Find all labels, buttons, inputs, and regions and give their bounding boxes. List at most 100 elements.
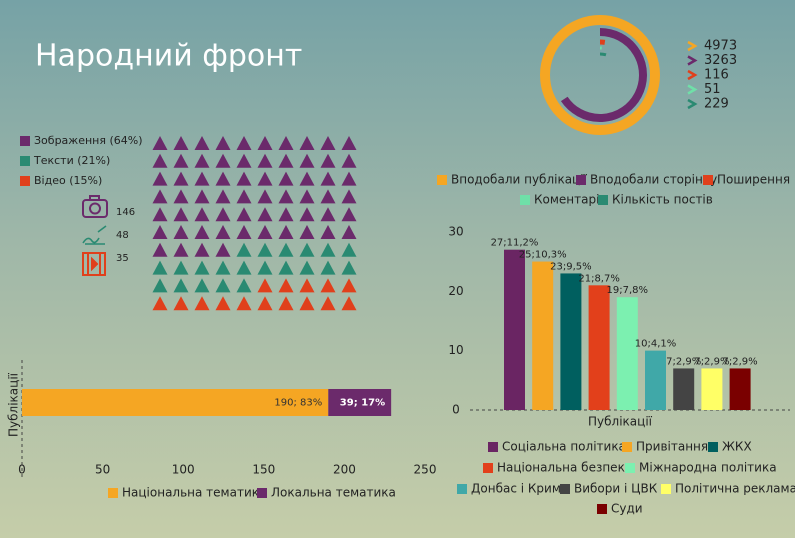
bar-segment	[22, 389, 329, 416]
waffle-cell	[278, 207, 294, 222]
waffle-cell	[341, 278, 357, 293]
value-label: 7;2,9%	[666, 356, 701, 367]
waffle-cell	[299, 136, 315, 150]
legend-label: Суди	[611, 502, 643, 516]
ring-arc	[560, 28, 647, 122]
value-label: 229	[704, 97, 729, 112]
waffle-cell	[173, 225, 189, 239]
waffle-cell	[194, 260, 210, 275]
waffle-cell	[257, 242, 273, 257]
legend-label: Донбас і Крим	[471, 482, 561, 496]
legend-swatch	[483, 463, 493, 473]
waffle-cell	[341, 189, 357, 204]
x-tick-label: 200	[333, 463, 356, 477]
waffle-cell	[257, 207, 273, 222]
waffle-cell	[257, 136, 273, 150]
pen-icon	[82, 225, 107, 245]
waffle-cell	[173, 136, 189, 150]
bar	[701, 368, 723, 410]
legend-label: Коментарі	[534, 193, 599, 207]
x-tick-label: 0	[18, 463, 26, 477]
ring-arc	[540, 15, 660, 135]
chevron-icon	[687, 55, 698, 66]
legend-swatch	[708, 442, 718, 452]
legend-label: Кількість постів	[612, 193, 713, 207]
waffle-cell	[194, 278, 210, 293]
waffle-cell	[173, 153, 189, 168]
legend-label: Національна безпека	[497, 461, 632, 475]
waffle-cell	[152, 136, 168, 150]
waffle-cell	[194, 189, 210, 204]
value-label: 51	[704, 82, 721, 97]
camera-icon	[82, 195, 108, 218]
value-label: 7;2,9%	[723, 356, 758, 367]
legend-label: Вподобали публікації	[451, 173, 588, 187]
waffle-cell	[152, 189, 168, 204]
waffle-cell	[236, 225, 252, 239]
chevron-icon	[687, 40, 698, 52]
waffle-cell	[194, 136, 210, 150]
waffle-cell	[278, 260, 294, 275]
waffle-cell	[215, 153, 231, 168]
legend-swatch	[576, 175, 586, 185]
legend-label: Вибори і ЦВК	[574, 482, 658, 496]
waffle-cell	[320, 260, 336, 275]
bar	[729, 368, 751, 410]
waffle-cell	[320, 171, 336, 186]
legend-swatch	[257, 488, 267, 498]
waffle-cell	[173, 278, 189, 293]
waffle-cell	[194, 207, 210, 222]
value-label: 23;9,5%	[550, 261, 592, 272]
waffle-cell	[278, 153, 294, 168]
waffle-cell	[299, 153, 315, 168]
chevron-icon	[687, 69, 698, 81]
waffle-cell	[215, 260, 231, 275]
legend-label: Національна тематика	[122, 486, 266, 500]
waffle-cell	[320, 242, 336, 257]
value-label: 7;2,9%	[694, 356, 729, 367]
legend-label: Міжнародна політика	[639, 461, 777, 475]
legend-label: Соціальна політика	[502, 440, 626, 454]
legend-swatch	[622, 442, 632, 452]
legend-label: ЖКХ	[722, 440, 752, 454]
waffle-cell	[278, 136, 294, 150]
waffle-cell	[236, 296, 252, 311]
waffle-cell	[194, 296, 210, 311]
waffle-cell	[236, 171, 252, 186]
waffle-cell	[299, 207, 315, 222]
waffle-cell	[320, 136, 336, 150]
value-label: 3263	[704, 53, 737, 68]
value-label: 19;7,8%	[607, 285, 649, 296]
waffle-cell	[299, 189, 315, 204]
legend-label: Вподобали сторінку	[590, 173, 717, 187]
x-tick-label: 50	[95, 463, 110, 477]
waffle-cell	[194, 171, 210, 186]
waffle-cell	[236, 278, 252, 293]
chevron-icon	[687, 84, 698, 95]
waffle-cell	[236, 153, 252, 168]
waffle-cell	[299, 260, 315, 275]
waffle-cell	[341, 242, 357, 257]
waffle-cell	[341, 260, 357, 275]
waffle-cell	[194, 153, 210, 168]
waffle-cell	[278, 296, 294, 311]
value-label: 27;11,2%	[491, 238, 539, 249]
x-tick-label: 100	[172, 463, 195, 477]
waffle-cell	[320, 153, 336, 168]
waffle-cell	[320, 207, 336, 222]
ring-arc	[599, 52, 607, 57]
bar-segment	[328, 389, 392, 416]
waffle-cell	[173, 171, 189, 186]
waffle-cell	[152, 171, 168, 186]
legend-swatch	[108, 488, 118, 498]
waffle-cell	[194, 225, 210, 239]
waffle-cell	[152, 278, 168, 293]
waffle-cell	[215, 296, 231, 311]
waffle-cell	[173, 207, 189, 222]
waffle-cell	[236, 136, 252, 150]
value-label: 190; 83%	[274, 398, 322, 409]
waffle-cell	[278, 242, 294, 257]
waffle-cell	[215, 242, 231, 257]
waffle-cell	[278, 278, 294, 293]
waffle-cell	[215, 207, 231, 222]
